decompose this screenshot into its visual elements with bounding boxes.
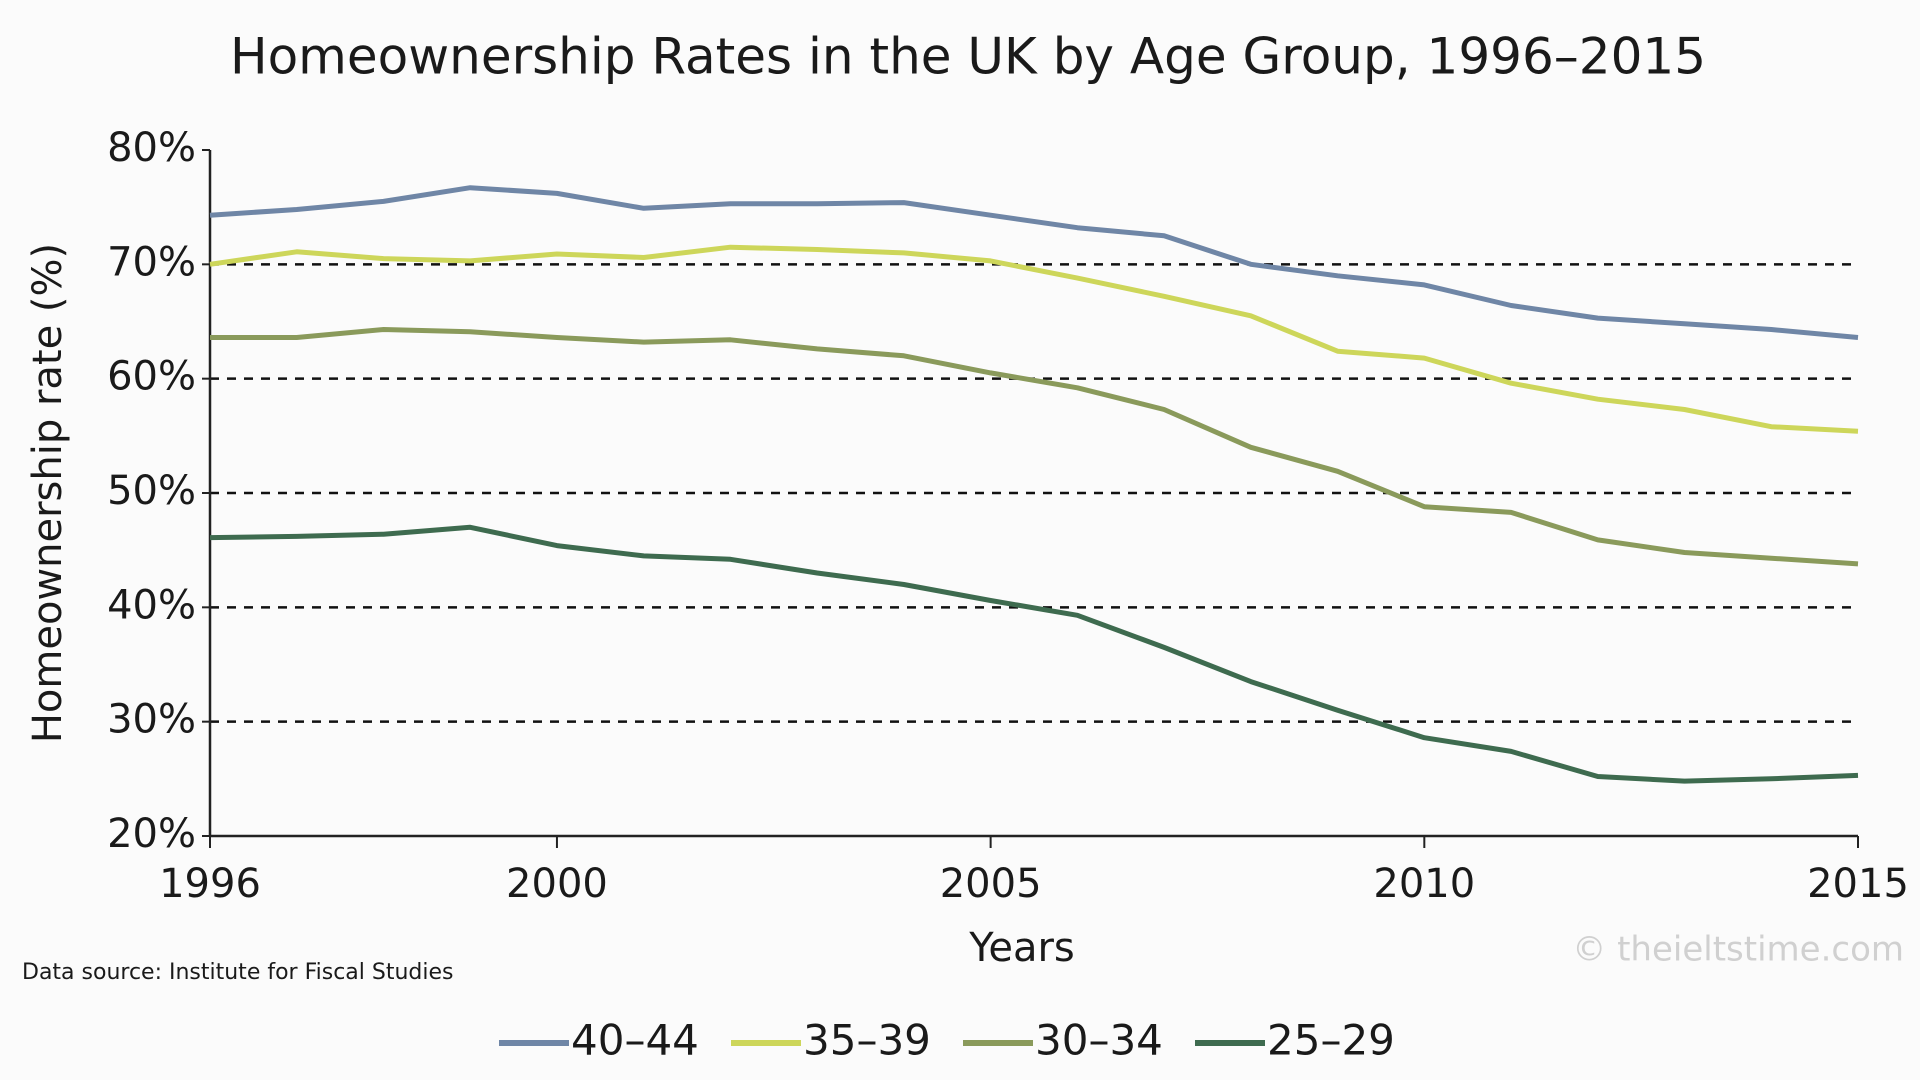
source-note: Data source: Institute for Fiscal Studie…	[22, 960, 454, 985]
y-tick-label: 60%	[107, 354, 196, 400]
y-tick-label: 80%	[107, 125, 196, 171]
y-tick-label: 30%	[107, 697, 196, 743]
y-tick-label: 50%	[107, 468, 196, 514]
legend-label: 35–39	[803, 1016, 931, 1065]
y-tick-label: 70%	[107, 239, 196, 285]
y-tick-label: 40%	[107, 582, 196, 628]
legend-label: 40–44	[571, 1016, 699, 1065]
legend-label: 30–34	[1035, 1016, 1163, 1065]
y-tick-label: 20%	[107, 811, 196, 857]
y-axis-title: Homeownership rate (%)	[25, 243, 71, 743]
series-line	[209, 244, 1859, 434]
series-line	[209, 524, 1859, 784]
x-tick-label: 1996	[159, 861, 261, 907]
x-axis-title: Years	[968, 925, 1075, 971]
series-line	[210, 327, 1859, 567]
x-tick-label: 2005	[940, 861, 1042, 907]
watermark: © theieltstime.com	[1572, 930, 1904, 970]
chart-title: Homeownership Rates in the UK by Age Gro…	[230, 28, 1706, 86]
x-tick-label: 2015	[1807, 861, 1909, 907]
legend-label: 25–29	[1267, 1016, 1395, 1065]
x-tick-label: 2000	[506, 861, 608, 907]
series-line	[209, 185, 1859, 340]
x-tick-label: 2010	[1373, 861, 1475, 907]
